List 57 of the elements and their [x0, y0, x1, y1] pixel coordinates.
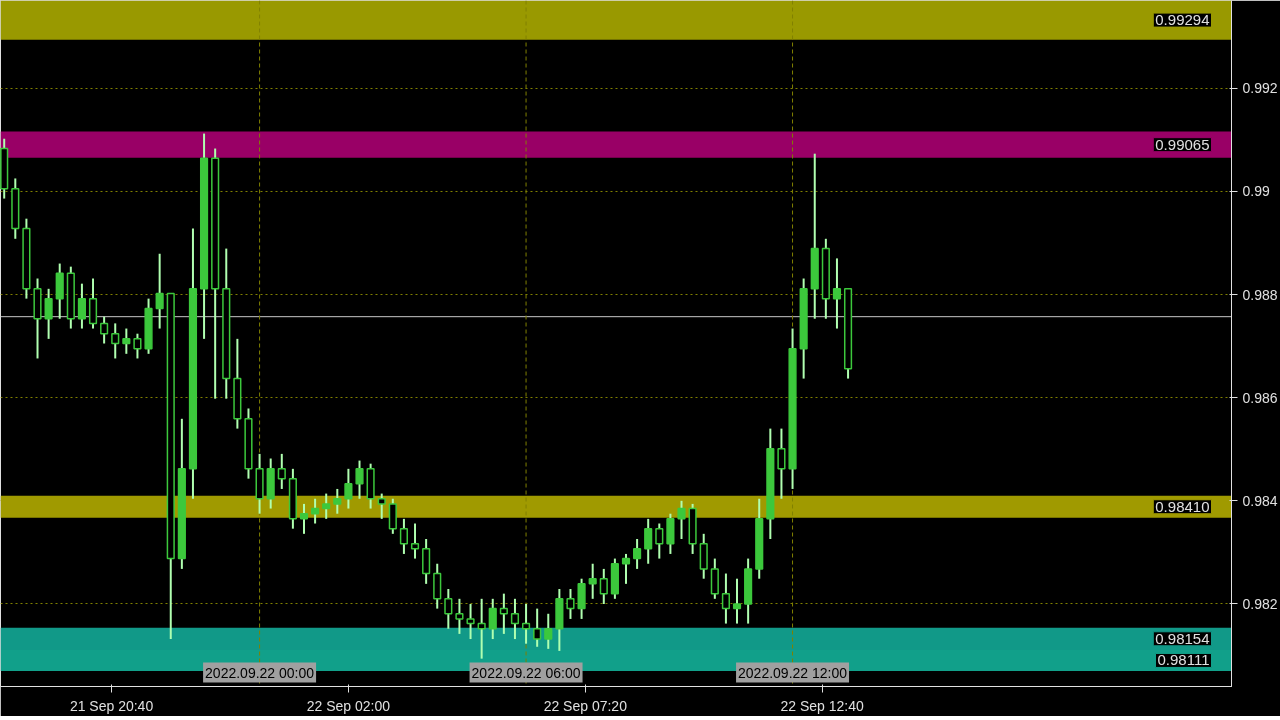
candlestick	[832, 257, 842, 330]
candlestick	[588, 562, 597, 600]
candlestick	[377, 492, 386, 520]
x-tick-label: 22 Sep 12:40	[780, 697, 865, 714]
candlestick	[732, 577, 742, 625]
candlestick	[155, 252, 164, 330]
ref-line-label: 2022.09.22 06:00	[471, 664, 581, 681]
candlestick	[721, 572, 731, 625]
candlestick	[133, 332, 142, 360]
candlestick	[599, 567, 608, 605]
candlestick	[444, 588, 453, 630]
candlestick	[633, 537, 642, 570]
candlestick	[466, 602, 475, 641]
candlestick	[344, 467, 353, 510]
band-label: 0.99065	[1155, 135, 1210, 153]
band-label: 0.99294	[1155, 11, 1210, 29]
y-tick-label: 0.984	[1242, 492, 1278, 509]
candlestick	[644, 517, 653, 565]
candlestick	[355, 459, 364, 500]
candlestick	[122, 327, 131, 355]
candlestick	[477, 597, 486, 660]
candlestick	[299, 502, 309, 535]
x-tick-label: 22 Sep 07:20	[543, 697, 628, 714]
band-label: 0.98154	[1155, 629, 1210, 647]
candlestick	[322, 492, 331, 520]
candlestick	[521, 602, 531, 645]
x-tick-label: 21 Sep 20:40	[69, 697, 154, 714]
candlestick	[621, 552, 631, 585]
y-tick-label: 0.99	[1242, 183, 1270, 200]
y-tick-label: 0.982	[1242, 595, 1278, 612]
candlestick	[488, 597, 497, 641]
band-label: 0.98410	[1155, 497, 1210, 515]
y-tick-label: 0.986	[1242, 389, 1278, 406]
candlestick	[655, 522, 664, 560]
candlestick	[333, 487, 342, 515]
x-tick-label: 22 Sep 02:00	[306, 697, 391, 714]
candlestick	[499, 592, 508, 635]
candlestick	[544, 612, 553, 650]
ref-line-label: 2022.09.22 12:00	[738, 664, 848, 681]
candlestick	[533, 607, 542, 648]
candlestick	[399, 517, 409, 555]
y-tick-label: 0.992	[1242, 80, 1278, 97]
candlestick	[677, 499, 686, 540]
candlestick	[277, 452, 286, 490]
candlestick	[100, 315, 109, 345]
band-label: 0.98111	[1157, 651, 1210, 669]
candlestick	[455, 597, 464, 635]
candlestick	[777, 427, 786, 500]
ref-line-label: 2022.09.22 00:00	[205, 664, 315, 681]
candlestick	[311, 497, 320, 525]
candlestick	[77, 282, 87, 330]
candlestick	[410, 522, 420, 560]
candlestick	[566, 588, 575, 620]
y-tick-label: 0.988	[1242, 286, 1278, 303]
candlestick	[44, 287, 53, 340]
candlestick	[111, 322, 120, 360]
candlestick	[510, 597, 520, 641]
